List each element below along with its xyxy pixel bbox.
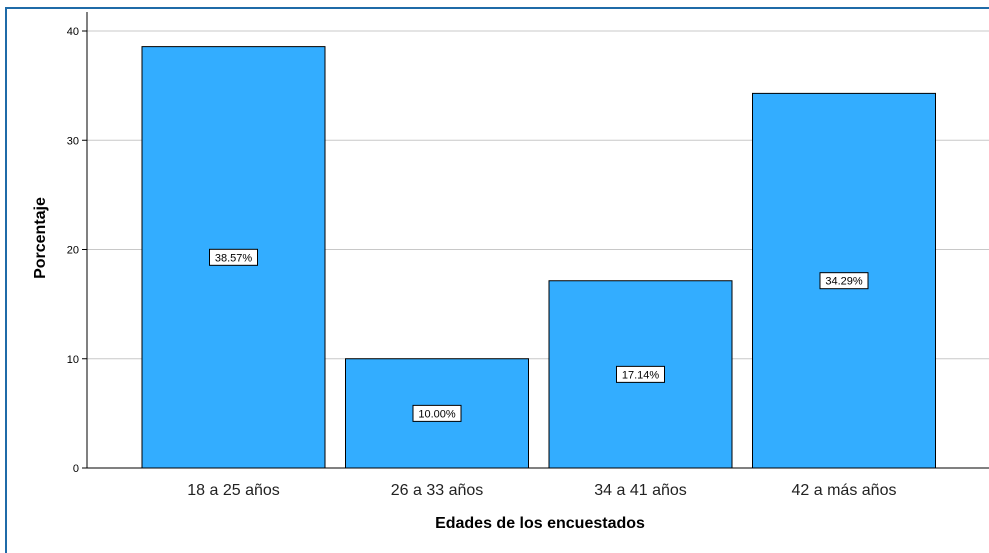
x-tick-label: 34 a 41 años: [594, 482, 687, 499]
data-label-box: [819, 272, 869, 290]
bars-group: [141, 46, 936, 469]
data-label: 17.14%: [622, 369, 660, 381]
data-label-box: [616, 365, 665, 383]
y-tick-label: 20: [67, 245, 79, 257]
axes-group: 0 10 20 30 40 18 a 25 años 26 a 33 años 34 a 41…: [67, 12, 989, 499]
y-tick-label: 0: [73, 463, 79, 475]
data-label-box: [412, 404, 462, 422]
y-axis-title: Porcentaje: [32, 197, 49, 279]
x-tick-label: 18 a 25 años: [187, 482, 280, 499]
x-axis-title: Edades de los encuestados: [435, 515, 645, 532]
bar-2: [345, 358, 529, 469]
y-tick-label: 30: [67, 135, 79, 147]
data-labels-group: 38.57% 10.00% 17.14% 34.29%: [209, 248, 869, 422]
x-tick-label: 42 a más años: [792, 482, 897, 499]
chart-frame: [5, 7, 989, 553]
data-label: 10.00%: [418, 408, 456, 420]
x-tick-label: 26 a 33 años: [391, 482, 484, 499]
y-tick-label: 10: [67, 354, 79, 366]
data-label: 38.57%: [215, 252, 253, 264]
data-label-box: [209, 248, 258, 266]
y-tick-label: 40: [67, 26, 79, 38]
data-label: 34.29%: [825, 276, 863, 288]
